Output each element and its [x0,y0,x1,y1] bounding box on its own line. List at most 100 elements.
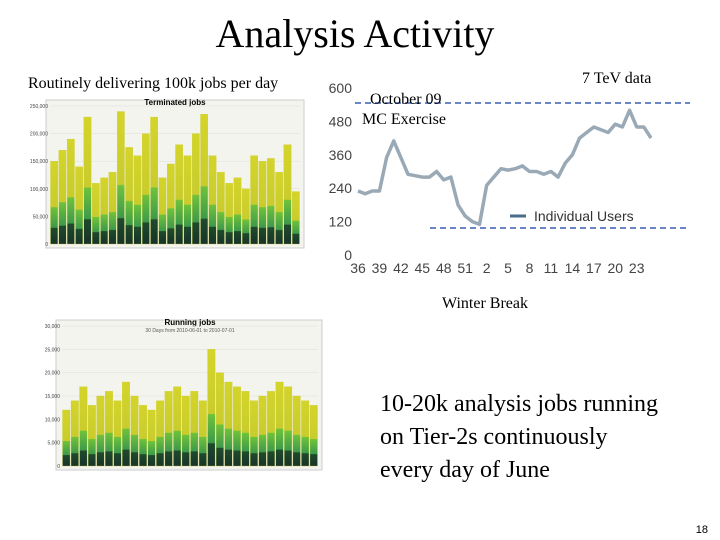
y-tick-label: 200,000 [30,132,48,138]
body-text: every day of June [380,457,550,483]
bar [250,155,258,245]
annotation: Winter Break [442,295,528,312]
y-tick-label: 0 [57,464,60,470]
bar [309,405,318,467]
bar [164,391,173,467]
bar [122,381,130,467]
y-tick-label: 0 [344,247,352,263]
bar [192,133,200,245]
slide-title: Analysis Activity [216,11,495,56]
bar [150,116,158,245]
y-tick-label: 480 [329,113,353,129]
y-tick-label: 20,000 [45,371,61,377]
bar [100,177,108,245]
thumbnail-title: Terminated jobs [144,98,206,107]
bar [258,161,267,245]
bar [147,409,156,467]
bar [125,147,133,245]
x-tick-label: 17 [586,260,602,276]
y-tick-label: 50,000 [33,214,49,220]
bar [67,138,75,245]
x-tick-label: 11 [544,260,559,276]
bar [200,114,208,245]
body-text: 10-20k analysis jobs running [380,391,658,417]
bar [142,133,150,245]
bar [250,400,258,467]
bar [108,172,117,245]
bar [267,391,275,467]
x-tick-label: 20 [607,260,623,276]
y-tick-label: 360 [329,147,353,163]
bar [284,386,293,467]
bar [156,400,165,467]
bar [275,172,283,245]
bar [139,405,147,467]
bar [225,183,233,245]
y-tick-label: 240 [329,180,353,196]
y-tick-label: 100,000 [30,187,48,193]
bar [133,155,142,245]
bar [215,372,224,467]
bar [292,191,300,245]
bar [242,188,250,245]
y-tick-label: 250,000 [30,104,48,110]
bar [208,155,217,245]
bar [58,150,67,245]
y-tick-label: 15,000 [45,394,61,400]
y-tick-label: 0 [45,242,48,248]
y-tick-label: 120 [329,214,353,230]
bar [130,395,139,467]
bar [233,177,242,245]
x-tick-label: 51 [457,260,473,276]
bar [113,400,122,467]
x-tick-label: 8 [526,260,534,276]
x-tick-label: 5 [504,260,512,276]
bar [70,400,79,467]
bar [167,163,175,245]
bar [183,155,192,245]
bar [190,391,199,467]
bar [207,349,216,467]
body-text: on Tier-2s continuously [380,424,608,450]
bar [158,177,167,245]
x-tick-label: 2 [483,260,491,276]
annotation: October 09 [370,91,442,108]
x-tick-label: 48 [436,260,452,276]
thumbnail-title: Running jobs [164,318,216,327]
bar [217,172,225,245]
bar [292,395,301,467]
bar [96,395,105,467]
x-tick-label: 14 [565,260,581,276]
bar [181,395,190,467]
annotation: 7 TeV data [582,70,651,87]
y-tick-label: 5,000 [47,441,60,447]
thumbnail-subtitle: 30 Days from 2010-06-01 to 2010-07-01 [145,328,234,334]
bar [92,183,100,245]
bar [50,161,58,245]
bar [83,116,92,245]
x-tick-label: 45 [415,260,431,276]
annotation: MC Exercise [362,111,446,128]
y-tick-label: 25,000 [45,347,61,353]
x-tick-label: 42 [393,260,409,276]
bar [301,400,310,467]
page-number: 18 [696,524,708,536]
y-tick-label: 600 [329,80,353,96]
bar [283,144,292,245]
x-tick-label: 36 [350,260,366,276]
bar [87,405,96,467]
y-tick-label: 150,000 [30,159,48,165]
bar [224,381,233,467]
slide-subtitle: Routinely delivering 100k jobs per day [28,75,278,92]
x-tick-label: 23 [629,260,645,276]
x-tick-label: 39 [372,260,388,276]
bar [175,144,183,245]
line [357,108,653,227]
bar [275,381,284,467]
bar [241,391,250,467]
legend-label: Individual Users [534,208,634,224]
y-tick-label: 10,000 [45,417,61,423]
bar [62,409,71,467]
bar [198,400,207,467]
